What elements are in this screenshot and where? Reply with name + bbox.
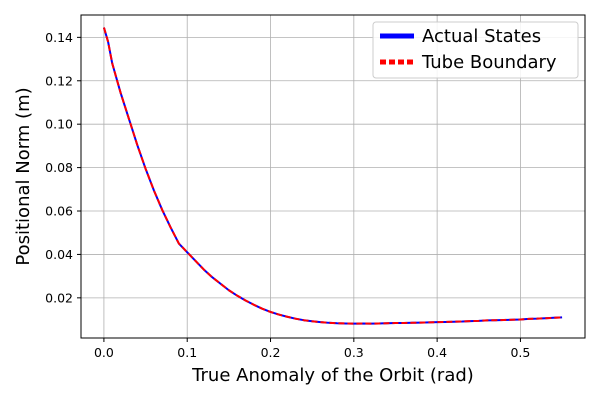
y-tick-label: 0.10 — [45, 117, 73, 132]
y-tick-label: 0.04 — [45, 247, 73, 262]
legend: Actual States Tube Boundary — [372, 21, 579, 79]
legend-label-actual-states: Actual States — [422, 26, 541, 47]
series-line-tube-boundary — [102, 27, 563, 325]
x-tick-label: 0.4 — [427, 345, 447, 360]
grid — [81, 15, 585, 338]
axis-ticks: 0.0 0.1 0.2 0.3 0.4 0.5 0.02 0.04 0.06 0.08 0.10 0.… — [45, 30, 530, 360]
y-tick-label: 0.08 — [45, 160, 73, 175]
y-tick-label: 0.12 — [45, 73, 73, 88]
x-tick-label: 0.1 — [177, 345, 197, 360]
x-axis-title: True Anomaly of the Orbit (rad) — [191, 365, 474, 386]
plot-series — [102, 27, 563, 325]
legend-box — [372, 21, 579, 79]
y-tick-label: 0.14 — [45, 30, 73, 45]
x-tick-label: 0.5 — [510, 345, 530, 360]
y-tick-label: 0.02 — [45, 290, 73, 305]
y-tick-label: 0.06 — [45, 204, 73, 219]
x-tick-label: 0.0 — [94, 345, 114, 360]
y-axis-title: Positional Norm (m) — [13, 87, 34, 265]
plot-area-frame — [80, 14, 586, 339]
legend-label-tube-boundary: Tube Boundary — [421, 52, 557, 73]
x-tick-label: 0.3 — [344, 345, 364, 360]
x-tick-label: 0.2 — [261, 345, 281, 360]
